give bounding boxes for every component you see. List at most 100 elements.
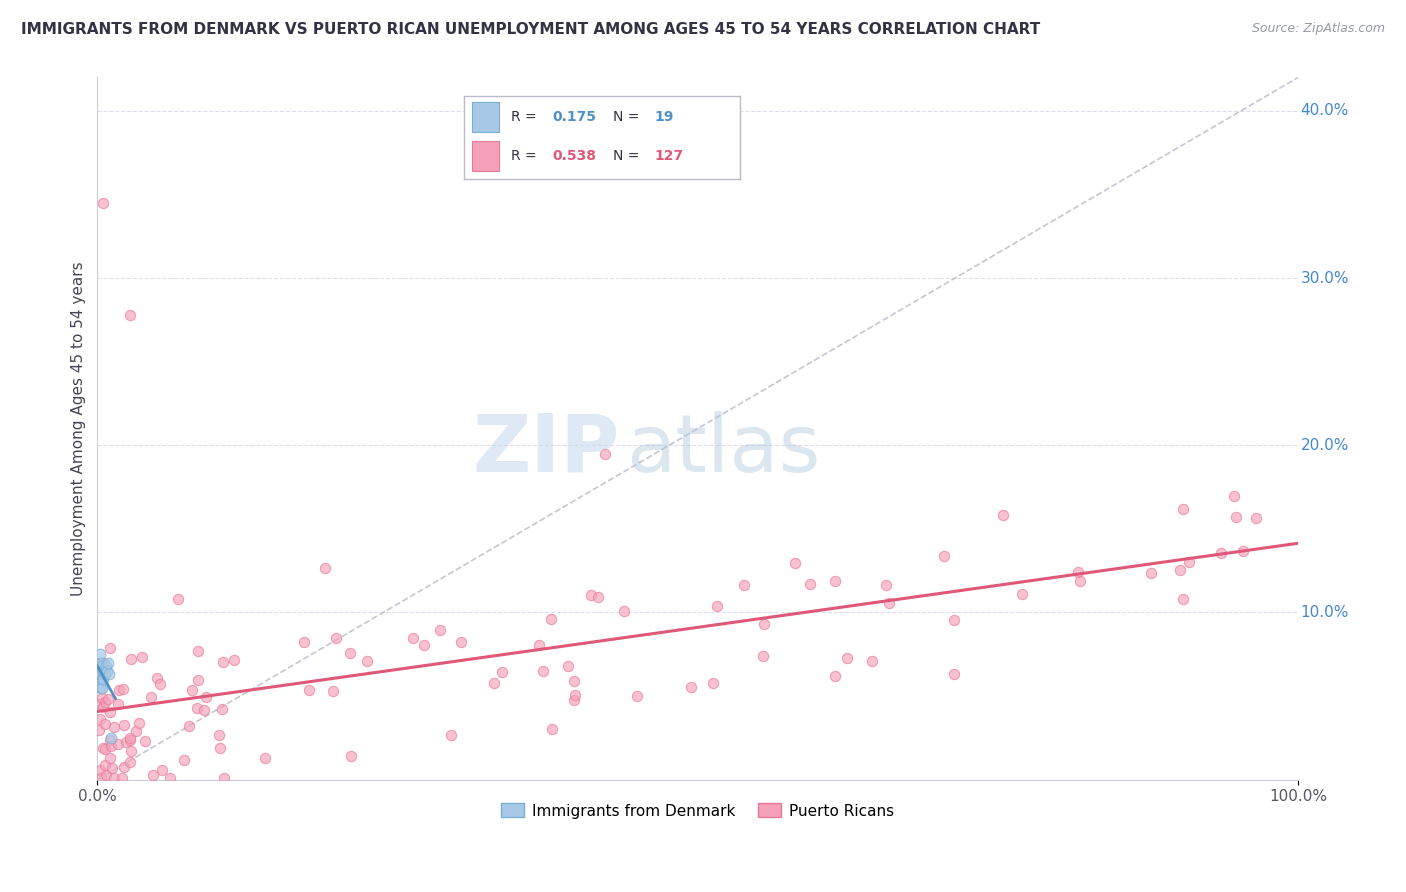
Point [208, 740, 231, 755]
Point [531, 664, 554, 678]
Point [111, 771, 134, 785]
Point [783, 556, 806, 570]
Point [89, 764, 111, 778]
Point [87, 661, 110, 675]
Point [401, 631, 423, 645]
Point [93, 741, 115, 756]
Point [482, 675, 505, 690]
Point [107, 697, 129, 711]
Point [943, 613, 966, 627]
Point [824, 574, 846, 588]
Point [491, 665, 513, 679]
Point [877, 596, 900, 610]
Point [440, 728, 463, 742]
Point [112, 718, 135, 732]
Point [146, 671, 169, 685]
Point [429, 624, 451, 638]
Text: 30.0%: 30.0% [1301, 270, 1348, 285]
Point [89, 675, 111, 690]
Point [706, 599, 728, 613]
Point [167, 591, 190, 606]
Point [540, 722, 562, 736]
Point [139, 690, 162, 704]
Point [752, 616, 775, 631]
Point [339, 646, 361, 660]
Point [564, 688, 586, 702]
Point [93, 667, 115, 681]
Point [125, 724, 148, 739]
Point [322, 683, 344, 698]
Point [159, 771, 181, 785]
Point [94, 757, 117, 772]
Point [733, 578, 755, 592]
Point [89, 712, 111, 726]
Point [613, 604, 636, 618]
Point [89, 659, 111, 673]
Point [100, 731, 122, 745]
Point [529, 638, 551, 652]
Point [91, 659, 114, 673]
Point [98, 667, 121, 681]
Point [1232, 544, 1254, 558]
Point [115, 735, 138, 749]
Point [1067, 565, 1090, 579]
Text: 40.0%: 40.0% [1301, 103, 1348, 119]
Point [187, 644, 209, 658]
Point [149, 677, 172, 691]
Point [90, 681, 112, 695]
Point [91, 741, 114, 756]
Point [540, 612, 562, 626]
Point [593, 447, 616, 461]
Point [90, 771, 112, 785]
Point [98, 705, 121, 719]
Point [1225, 509, 1247, 524]
Text: atlas: atlas [626, 410, 820, 489]
Point [292, 635, 315, 649]
Point [1140, 566, 1163, 580]
Point [87, 673, 110, 687]
Point [100, 640, 122, 655]
Point [93, 657, 115, 671]
Point [97, 691, 120, 706]
Point [91, 681, 114, 695]
Point [298, 683, 321, 698]
Point [1011, 587, 1033, 601]
Point [557, 659, 579, 673]
Point [325, 631, 347, 645]
Point [91, 691, 114, 706]
Point [212, 655, 235, 669]
Point [128, 715, 150, 730]
Point [94, 767, 117, 781]
Point [150, 764, 173, 778]
Point [100, 739, 122, 753]
Point [87, 723, 110, 738]
Point [824, 668, 846, 682]
Point [180, 683, 202, 698]
Point [860, 654, 883, 668]
Point [799, 577, 821, 591]
Point [186, 701, 208, 715]
Point [702, 675, 724, 690]
Point [94, 665, 117, 680]
Point [413, 638, 436, 652]
Text: 10.0%: 10.0% [1301, 605, 1348, 620]
Point [212, 771, 235, 785]
Point [120, 732, 142, 747]
Point [876, 577, 898, 591]
Point [120, 731, 142, 746]
Point [112, 682, 135, 697]
Point [450, 634, 472, 648]
Point [87, 664, 110, 678]
Point [87, 697, 110, 711]
Point [1171, 592, 1194, 607]
Point [1168, 563, 1191, 577]
Point [107, 737, 129, 751]
Text: ZIP: ZIP [472, 410, 620, 489]
Point [131, 650, 153, 665]
Point [94, 659, 117, 673]
Point [340, 749, 363, 764]
Point [586, 590, 609, 604]
Point [112, 760, 135, 774]
Point [120, 308, 142, 322]
Point [679, 681, 702, 695]
